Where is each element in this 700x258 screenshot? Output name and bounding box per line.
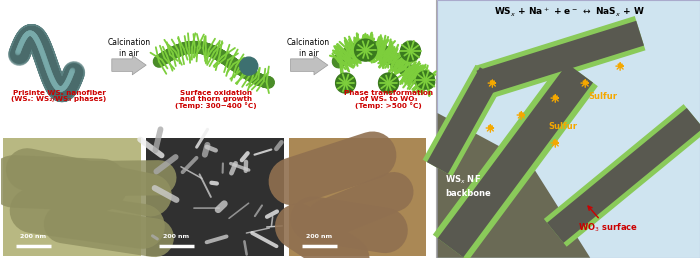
Polygon shape — [423, 65, 505, 176]
Text: (WSₓ: WS₂/WS₃ phases): (WSₓ: WS₂/WS₃ phases) — [11, 96, 106, 102]
Text: Phase transformation: Phase transformation — [344, 90, 433, 96]
Circle shape — [240, 57, 258, 75]
Circle shape — [400, 41, 421, 61]
Text: Sulfur: Sulfur — [548, 122, 578, 131]
Text: 200 nm: 200 nm — [20, 234, 46, 239]
Text: (Temp: 300~400 °C): (Temp: 300~400 °C) — [175, 102, 257, 109]
Circle shape — [416, 71, 435, 89]
Polygon shape — [438, 63, 593, 257]
Text: 200 nm: 200 nm — [306, 234, 332, 239]
Text: Calcination
in air: Calcination in air — [107, 38, 150, 58]
FancyArrowPatch shape — [290, 55, 328, 75]
Polygon shape — [427, 67, 500, 174]
FancyArrowPatch shape — [112, 55, 146, 75]
Text: (Temp: >500 °C): (Temp: >500 °C) — [355, 102, 422, 109]
Text: Sulfur: Sulfur — [588, 92, 617, 101]
Polygon shape — [433, 60, 598, 258]
Polygon shape — [544, 104, 700, 247]
Bar — [438, 0, 700, 258]
Bar — [1, 0, 438, 258]
Polygon shape — [438, 113, 590, 258]
Polygon shape — [547, 108, 700, 243]
Bar — [4, 138, 141, 256]
Bar — [288, 138, 426, 256]
Polygon shape — [475, 16, 645, 100]
Text: WS$_x$ + Na$^+$ + e$^-$ $\leftrightarrow$ NaS$_x$ + W: WS$_x$ + Na$^+$ + e$^-$ $\leftrightarrow… — [494, 6, 645, 19]
Circle shape — [335, 73, 356, 93]
Text: Calcination
in air: Calcination in air — [287, 38, 330, 58]
Text: of WSₓ to WO₃: of WSₓ to WO₃ — [360, 96, 417, 102]
Text: Prisinte WSₓ nanofiber: Prisinte WSₓ nanofiber — [13, 90, 106, 96]
Circle shape — [379, 73, 398, 93]
Text: and thorn growth: and thorn growth — [180, 96, 252, 102]
Text: WO$_3$ surface: WO$_3$ surface — [578, 222, 638, 234]
Text: WS$_x$ NF
backbone: WS$_x$ NF backbone — [445, 174, 491, 198]
Polygon shape — [477, 21, 644, 95]
Bar — [146, 138, 284, 256]
Text: 200 nm: 200 nm — [163, 234, 189, 239]
Text: Surface oxidation: Surface oxidation — [180, 90, 252, 96]
Circle shape — [355, 39, 377, 61]
